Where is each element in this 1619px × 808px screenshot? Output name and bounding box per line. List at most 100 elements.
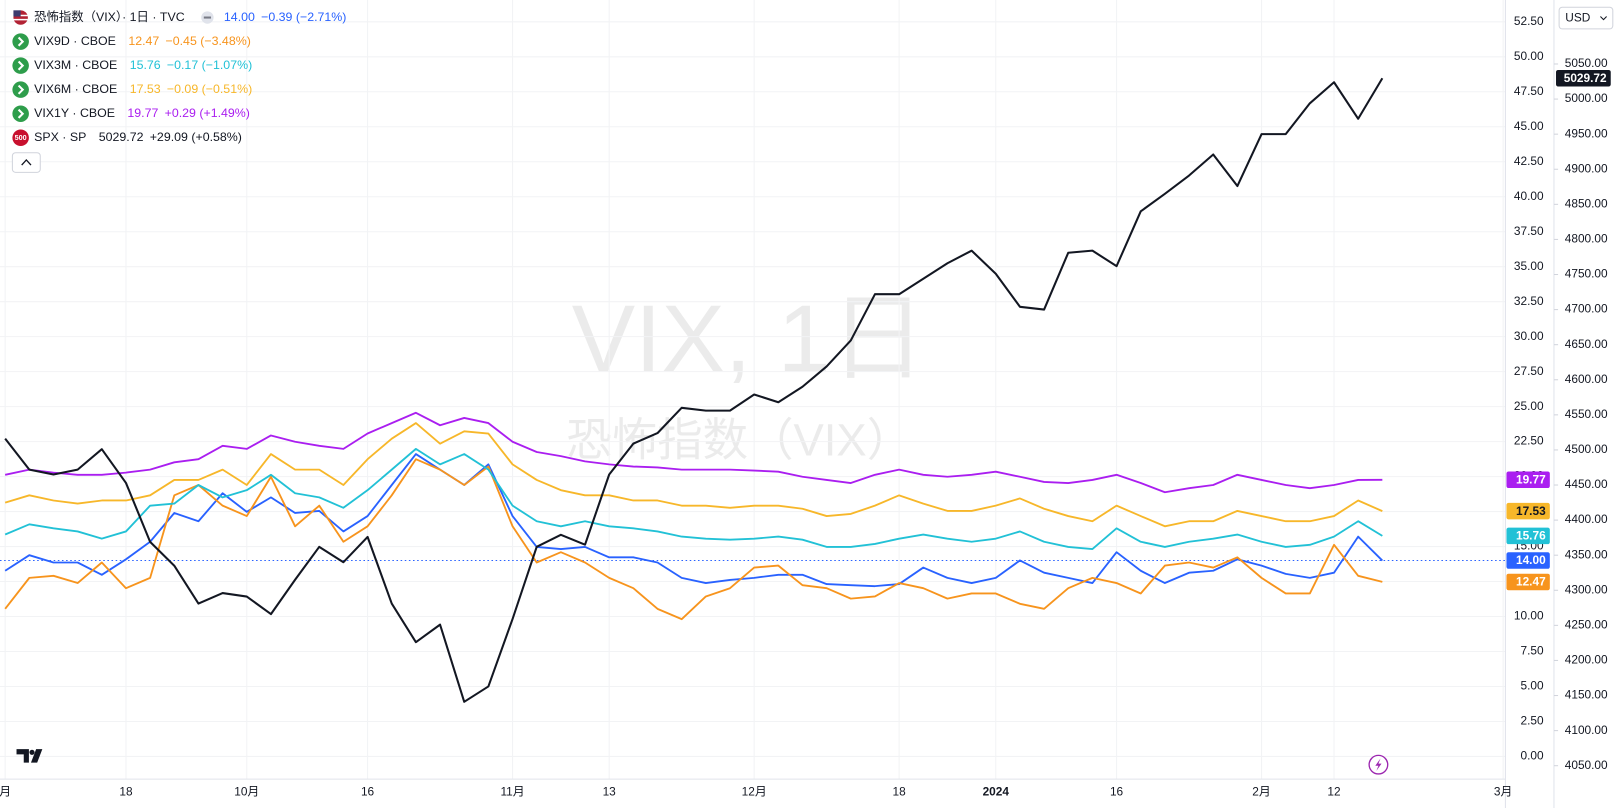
legend-value: 5029.72: [99, 130, 144, 144]
y2-tick-label: 4150.00: [1565, 688, 1608, 702]
y-tick-label: 42.50: [1514, 154, 1544, 168]
x-tick-label: 11月: [500, 785, 524, 799]
y-tick-label: 5.00: [1521, 679, 1544, 693]
y2-tick-label: 4250.00: [1565, 618, 1608, 632]
series-line: [4, 411, 1383, 494]
legend-icon-text: 500: [15, 133, 27, 142]
legend-value: 14.00: [224, 10, 255, 24]
price-tag: [1506, 527, 1550, 545]
legend-icon: [12, 129, 29, 147]
y2-tick-label: 4550.00: [1565, 407, 1608, 421]
legend-value: 17.53: [130, 82, 161, 96]
y2-tick-label: 4400.00: [1565, 512, 1608, 526]
x-tick-label: 3月: [1494, 785, 1512, 799]
x-tick-label: 12: [1327, 785, 1340, 799]
currency-box[interactable]: [1558, 6, 1614, 30]
legend-change: −0.09 (−0.51%): [167, 82, 252, 96]
y2-tick-label: 4850.00: [1565, 196, 1608, 210]
y-tick-label: 25.00: [1514, 399, 1544, 413]
y-tick-label: 0.00: [1521, 749, 1544, 763]
visibility-toggle-bar: [203, 16, 212, 19]
series-line: [4, 453, 1383, 588]
price-tag: [1556, 69, 1611, 87]
grid: [0, 0, 1506, 780]
x-tick-label: 月: [0, 785, 11, 799]
x-tick-label: 18: [119, 785, 133, 799]
y-tick-label: 32.50: [1514, 294, 1544, 308]
x-tick-label: 16: [1110, 785, 1124, 799]
legend-change: −0.17 (−1.07%): [167, 58, 252, 72]
watermark-symbol: VIX, 1日: [572, 286, 926, 392]
price-tag: [1506, 502, 1550, 520]
x-tick-label: 13: [603, 785, 617, 799]
y2-tick-label: 4500.00: [1565, 442, 1608, 456]
legend-value: 12.47: [128, 34, 159, 48]
legend-change: +0.29 (+1.49%): [165, 106, 250, 120]
legend-change: −0.39 (−2.71%): [261, 10, 346, 24]
y2-tick-label: 5000.00: [1565, 91, 1608, 105]
collapse-box[interactable]: [11, 152, 41, 173]
legend-row: VIX1Y · CBOE 19.77 +0.29 (+1.49%): [12, 105, 250, 122]
legend-icon-arrow: [17, 36, 25, 47]
price-tag-label: 14.00: [1516, 553, 1546, 567]
y2-tick-label: 4200.00: [1565, 653, 1608, 667]
legend-name: VIX3M · CBOE: [34, 58, 117, 72]
legend-icon: [12, 33, 29, 50]
y-tick-label: 47.50: [1514, 84, 1544, 98]
price-tag-label: 5029.72: [1564, 71, 1607, 85]
y2-tick-label: 4750.00: [1565, 267, 1608, 281]
logo-dot: [29, 749, 35, 755]
y-tick-label: 2.50: [1521, 714, 1544, 728]
legend-change: +29.09 (+0.58%): [150, 130, 242, 144]
y2-tick-label: 4300.00: [1565, 582, 1608, 596]
legend-icon: [12, 81, 29, 98]
legend-row: 恐怖指数（VIX）· 1日 · TVC 14.00 −0.39 (−2.71%): [13, 9, 346, 25]
y2-tick-label: 4100.00: [1565, 723, 1608, 737]
y-tick-label: 22.50: [1514, 434, 1544, 448]
price-tag-label: 19.77: [1516, 472, 1546, 486]
legend-icon-arrow: [17, 84, 25, 95]
series-line: [4, 422, 1383, 528]
legend-row: 500 SPX · SP 5029.72 +29.09 (+0.58%): [12, 129, 242, 147]
y2-tick-label: 4700.00: [1565, 302, 1608, 316]
y-tick-label: 27.50: [1514, 364, 1544, 378]
y-tick-label: 10.00: [1514, 609, 1544, 623]
watermark-name: 恐怖指数（VIX）: [566, 415, 912, 466]
legend-name: SPX · SP: [34, 130, 86, 144]
x-tick-label: 10月: [234, 785, 259, 799]
legend-value: 15.76: [130, 58, 161, 72]
y-tick-label: 35.00: [1514, 259, 1544, 273]
legend-row: VIX9D · CBOE 12.47 −0.45 (−3.48%): [12, 33, 251, 50]
y-tick-label: 52.50: [1514, 14, 1544, 28]
y2-tick-label: 4600.00: [1565, 372, 1608, 386]
legend-row: VIX3M · CBOE 15.76 −0.17 (−1.07%): [12, 57, 252, 74]
y-tick-label: 50.00: [1514, 49, 1544, 63]
collapse-button[interactable]: [11, 152, 41, 173]
legend-name: 恐怖指数（VIX）· 1日 · TVC: [34, 9, 185, 24]
y-tick-label: 45.00: [1514, 119, 1544, 133]
legend-row: VIX6M · CBOE 17.53 −0.09 (−0.51%): [12, 81, 252, 98]
lightning-button[interactable]: [1368, 754, 1389, 775]
chevron: [1600, 16, 1607, 21]
price-tag: [1506, 552, 1550, 569]
currency-button[interactable]: USD: [1558, 6, 1614, 30]
tv-logo: [16, 749, 43, 763]
price-tag: [1506, 573, 1550, 591]
y-tick-label: 30.00: [1514, 329, 1544, 343]
legend-icon: [12, 105, 29, 122]
x-tick-label: 2024: [983, 785, 1010, 799]
legend-icon-arrow: [17, 108, 25, 119]
legend-name: VIX9D · CBOE: [34, 34, 116, 48]
legend-icon-canton: [13, 10, 21, 17]
legend-value: 19.77: [127, 106, 158, 120]
currency-label[interactable]: USD: [1565, 11, 1590, 25]
y2-tick-label: 4450.00: [1565, 477, 1608, 491]
price-tag-label: 12.47: [1516, 575, 1546, 589]
y-tick-label: 37.50: [1514, 224, 1544, 238]
lightning-icon: [1375, 758, 1382, 771]
y2-tick-label: 4950.00: [1565, 126, 1608, 140]
series-line: [4, 458, 1383, 621]
